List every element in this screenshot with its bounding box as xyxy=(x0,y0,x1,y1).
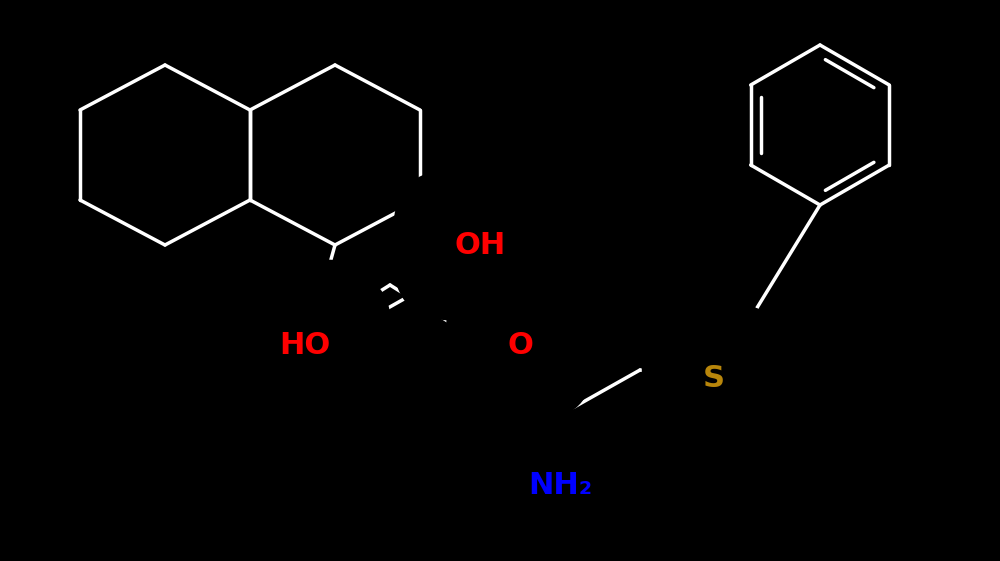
Text: S: S xyxy=(703,364,725,393)
Text: O: O xyxy=(507,330,533,360)
Text: S: S xyxy=(703,364,725,393)
Text: NH₂: NH₂ xyxy=(528,471,592,499)
Text: N: N xyxy=(297,320,323,350)
Text: OH: OH xyxy=(454,231,506,260)
Text: HO: HO xyxy=(279,330,331,360)
